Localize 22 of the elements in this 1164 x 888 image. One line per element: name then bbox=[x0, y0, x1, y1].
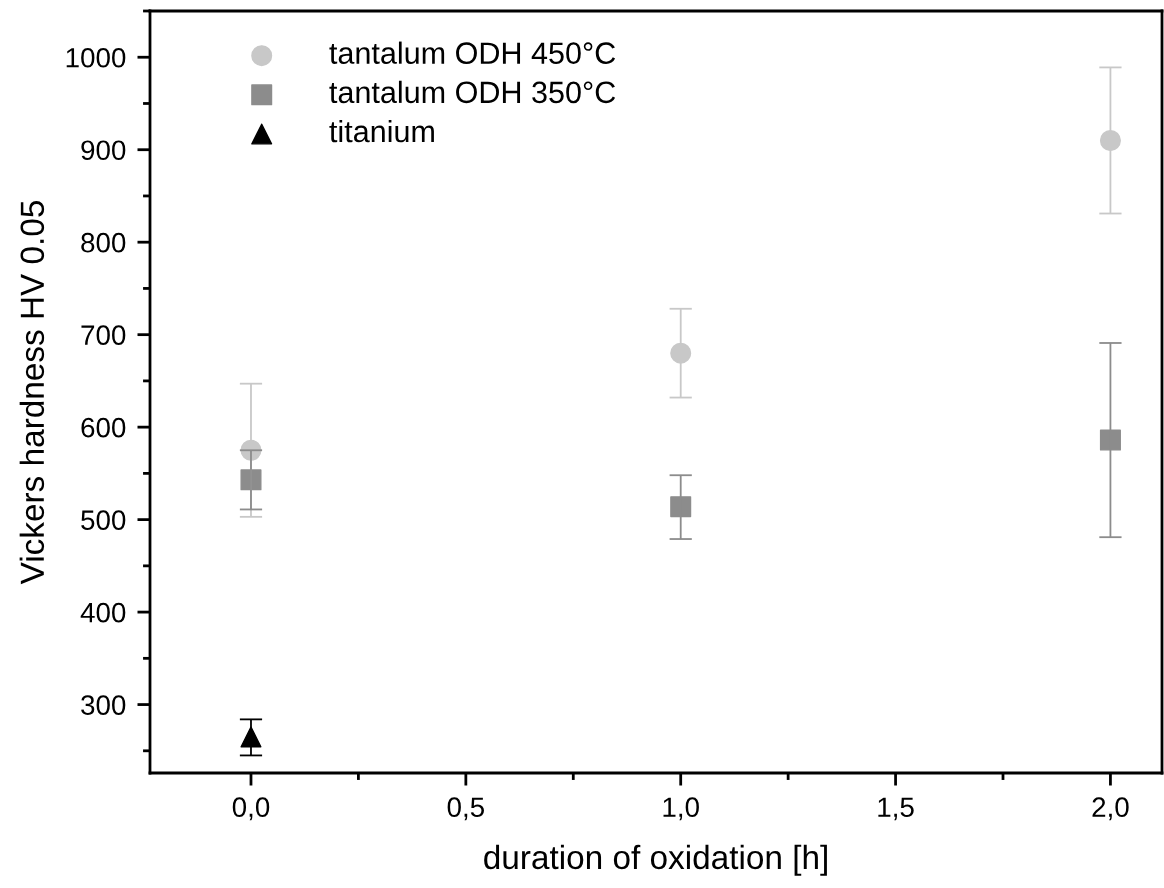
x-axis-title: duration of oxidation [h] bbox=[484, 844, 827, 876]
x-tick-label: 0,5 bbox=[447, 797, 484, 821]
legend-label: tantalum ODH 450°C bbox=[329, 41, 616, 64]
x-tick-label: 1,5 bbox=[878, 797, 914, 821]
point bbox=[240, 469, 262, 491]
point bbox=[1099, 429, 1121, 451]
y-tick-label: 400 bbox=[80, 602, 126, 623]
y-tick-label: 600 bbox=[81, 417, 126, 438]
point bbox=[1099, 129, 1121, 151]
x-tick-label: 2,0 bbox=[1092, 797, 1129, 821]
y-tick-label: 300 bbox=[81, 695, 126, 715]
y-tick-label: 900 bbox=[81, 140, 126, 161]
y-tick-label: 800 bbox=[81, 232, 126, 253]
y-tick-label: 1000 bbox=[66, 47, 126, 68]
y-tick-label: 500 bbox=[81, 510, 126, 530]
x-tick-label: 0,0 bbox=[232, 797, 270, 821]
y-axis-title: Vickers hardness HV 0.05 bbox=[19, 201, 45, 585]
y-tick-label: 700 bbox=[81, 325, 126, 345]
legend-label: titanium bbox=[329, 119, 434, 143]
point bbox=[670, 496, 692, 518]
x-tick-label: 1,0 bbox=[663, 797, 699, 821]
legend-label: tantalum ODH 350°C bbox=[329, 80, 616, 104]
